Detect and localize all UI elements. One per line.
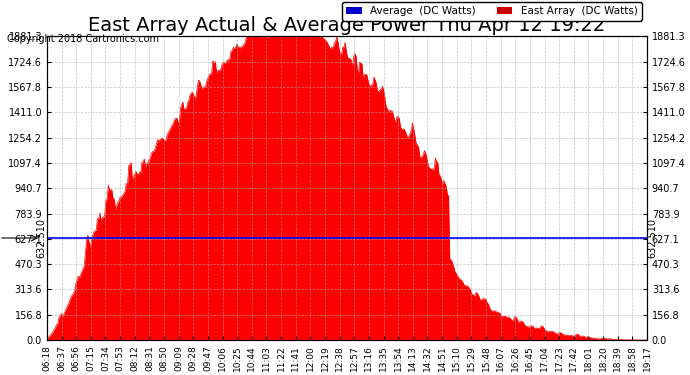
Text: 632.510: 632.510 [648,218,658,258]
Legend: Average  (DC Watts), East Array  (DC Watts): Average (DC Watts), East Array (DC Watts… [342,2,642,21]
Text: 632.510: 632.510 [37,218,46,258]
Title: East Array Actual & Average Power Thu Apr 12 19:22: East Array Actual & Average Power Thu Ap… [88,16,606,35]
Text: Copyright 2018 Cartronics.com: Copyright 2018 Cartronics.com [7,34,159,44]
